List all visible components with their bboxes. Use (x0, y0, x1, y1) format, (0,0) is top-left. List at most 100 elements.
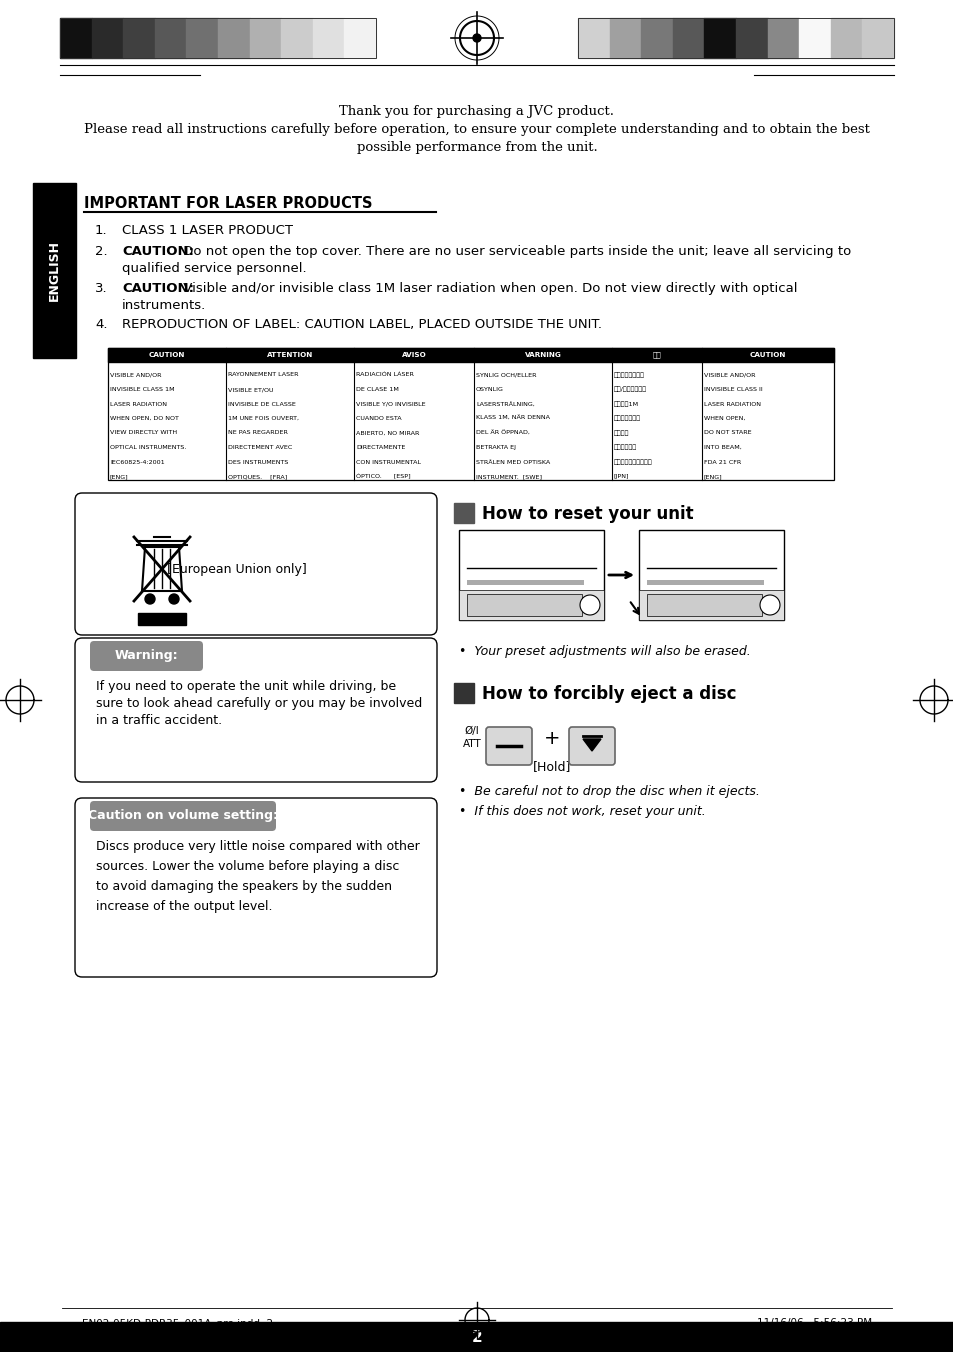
FancyBboxPatch shape (90, 800, 275, 831)
Text: ENGLISH: ENGLISH (48, 241, 61, 301)
Text: [European Union only]: [European Union only] (167, 562, 307, 576)
Bar (701, 347, 833, 362)
Bar (91, 18, 123, 58)
Text: WHEN OPEN, DO NOT: WHEN OPEN, DO NOT (110, 416, 179, 420)
Text: LASER RADIATION: LASER RADIATION (110, 402, 167, 407)
Bar (454, 683, 474, 703)
Text: CAUTION: CAUTION (149, 352, 185, 358)
Bar (454, 503, 474, 523)
Text: RADIACIÓN LÁSER: RADIACIÓN LÁSER (355, 373, 414, 377)
Text: CLASS 1 LASER PRODUCT: CLASS 1 LASER PRODUCT (122, 224, 293, 237)
Text: DE CLASE 1M: DE CLASE 1M (355, 387, 398, 392)
Bar (646, 580, 763, 585)
Bar (646, 594, 761, 617)
Text: レーザー放射が: レーザー放射が (614, 415, 640, 422)
Text: VISIBLE ET/OU: VISIBLE ET/OU (228, 387, 274, 392)
Bar (458, 530, 603, 621)
FancyBboxPatch shape (90, 641, 203, 671)
Text: KLASS 1M, NÄR DENNA: KLASS 1M, NÄR DENNA (476, 416, 550, 420)
Text: Thank you for purchasing a JVC product.: Thank you for purchasing a JVC product. (339, 105, 614, 118)
Text: DES INSTRUMENTS: DES INSTRUMENTS (228, 460, 288, 465)
Text: Discs produce very little noise compared with other: Discs produce very little noise compared… (96, 840, 419, 853)
Text: 2.: 2. (95, 245, 108, 258)
Text: INVISIBLE DE CLASSE: INVISIBLE DE CLASSE (228, 402, 295, 407)
Text: If you need to operate the unit while driving, be: If you need to operate the unit while dr… (96, 680, 395, 694)
Bar (703, 18, 735, 58)
Bar (609, 18, 640, 58)
Circle shape (145, 594, 154, 604)
Bar (467, 594, 581, 617)
Text: 4.: 4. (95, 318, 108, 331)
Bar (250, 18, 281, 58)
Text: のクラス1M: のクラス1M (614, 402, 639, 407)
Bar (154, 18, 186, 58)
Text: 1.: 1. (95, 224, 108, 237)
Bar (735, 18, 767, 58)
Text: 接見ないでください。: 接見ないでください。 (614, 460, 652, 465)
Text: VISIBLE AND/OR: VISIBLE AND/OR (703, 373, 755, 377)
Text: •  If this does not work, reset your unit.: • If this does not work, reset your unit… (458, 804, 705, 818)
Bar (186, 18, 218, 58)
Text: EN02-05KD-PDR35_001A_pre.indd  2: EN02-05KD-PDR35_001A_pre.indd 2 (82, 1318, 273, 1329)
Text: WHEN OPEN,: WHEN OPEN, (703, 416, 744, 420)
Text: [ENG]: [ENG] (703, 475, 721, 479)
Text: OPTICAL INSTRUMENTS.: OPTICAL INSTRUMENTS. (110, 445, 186, 450)
Text: +: + (543, 729, 559, 748)
Text: CAUTION: CAUTION (749, 352, 785, 358)
Text: to avoid damaging the speakers by the sudden: to avoid damaging the speakers by the su… (96, 880, 392, 894)
Text: IMPORTANT FOR LASER PRODUCTS: IMPORTANT FOR LASER PRODUCTS (84, 196, 372, 211)
Text: Caution on volume setting:: Caution on volume setting: (88, 810, 277, 822)
Text: 及び/または不見の: 及び/または不見の (614, 387, 646, 392)
Text: LASERSTRÅLNING,: LASERSTRÅLNING, (476, 402, 535, 407)
Bar (458, 589, 603, 621)
Text: 11/16/06   5:56:23 PM: 11/16/06 5:56:23 PM (756, 1318, 871, 1328)
Text: OPTIQUES.    [FRA]: OPTIQUES. [FRA] (228, 475, 287, 479)
Text: 3.: 3. (95, 283, 108, 295)
Text: CUANDO ESTA: CUANDO ESTA (355, 416, 401, 420)
Bar (467, 580, 583, 585)
Text: INSTRUMENT.  [SWE]: INSTRUMENT. [SWE] (476, 475, 541, 479)
Text: •  Be careful not to drop the disc when it ejects.: • Be careful not to drop the disc when i… (458, 786, 760, 798)
Text: SYNLIG OCH/ELLER: SYNLIG OCH/ELLER (476, 373, 536, 377)
Text: VIEW DIRECTLY WITH: VIEW DIRECTLY WITH (110, 430, 177, 435)
Text: CON INSTRUMENTAL: CON INSTRUMENTAL (355, 460, 420, 465)
Bar (612, 347, 701, 362)
Bar (830, 18, 862, 58)
Text: NE PAS REGARDER: NE PAS REGARDER (228, 430, 288, 435)
Bar (578, 18, 893, 58)
Bar (226, 347, 354, 362)
Bar (60, 18, 91, 58)
Text: 1M UNE FOIS OUVERT,: 1M UNE FOIS OUVERT, (228, 416, 298, 420)
Bar (108, 347, 833, 480)
Polygon shape (582, 740, 600, 750)
Text: INVISIBLE CLASS 1M: INVISIBLE CLASS 1M (110, 387, 174, 392)
Bar (578, 18, 609, 58)
Bar (108, 347, 226, 362)
FancyBboxPatch shape (75, 638, 436, 781)
Circle shape (760, 595, 780, 615)
Text: sources. Lower the volume before playing a disc: sources. Lower the volume before playing… (96, 860, 399, 873)
FancyBboxPatch shape (568, 727, 615, 765)
Bar (672, 18, 703, 58)
Bar (33, 183, 76, 358)
Text: VISIBLE Y/O INVISIBLE: VISIBLE Y/O INVISIBLE (355, 402, 425, 407)
FancyBboxPatch shape (75, 493, 436, 635)
Text: CAUTION:: CAUTION: (122, 283, 193, 295)
Text: BETRAKTA EJ: BETRAKTA EJ (476, 445, 516, 450)
Text: [Hold]: [Hold] (533, 760, 571, 773)
Bar (639, 530, 783, 621)
Text: AVISO: AVISO (401, 352, 426, 358)
Bar (218, 18, 250, 58)
Text: INVISIBLE CLASS II: INVISIBLE CLASS II (703, 387, 762, 392)
Text: 出ます。: 出ます。 (614, 430, 629, 435)
Text: [ENG]: [ENG] (110, 475, 129, 479)
Bar (138, 612, 186, 625)
Text: in a traffic accident.: in a traffic accident. (96, 714, 222, 727)
Text: VISIBLE AND/OR: VISIBLE AND/OR (110, 373, 161, 377)
Text: DO NOT STARE: DO NOT STARE (703, 430, 751, 435)
Text: LASER RADIATION: LASER RADIATION (703, 402, 760, 407)
Text: DIRECTAMENTE: DIRECTAMENTE (355, 445, 405, 450)
Bar (344, 18, 375, 58)
Text: How to forcibly eject a disc: How to forcibly eject a disc (481, 685, 736, 703)
Text: ATTENTION: ATTENTION (267, 352, 313, 358)
